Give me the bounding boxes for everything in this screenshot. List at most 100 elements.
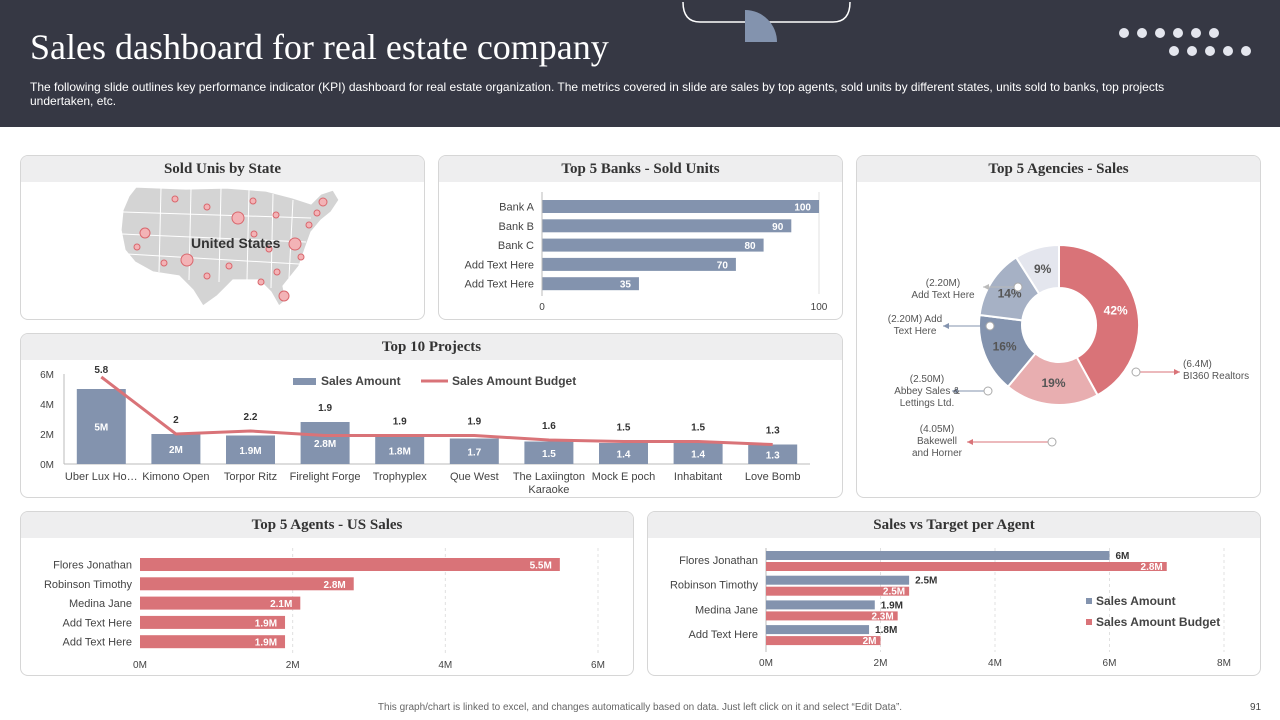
projects-sales-label: 1.3 bbox=[766, 450, 780, 461]
agents-value-label: 1.9M bbox=[255, 638, 277, 649]
target-sales-bar bbox=[766, 600, 875, 610]
projects-category-label: Trophyplex bbox=[373, 471, 428, 483]
donut-callout-label: Bakewell bbox=[917, 436, 957, 447]
banks-value-label: 70 bbox=[717, 260, 729, 271]
map-country-label: United States bbox=[191, 235, 281, 251]
donut-callout-arrow bbox=[1174, 369, 1180, 375]
projects-sales-label: 1.8M bbox=[389, 447, 411, 458]
donut-callout-label: Add Text Here bbox=[911, 290, 975, 301]
projects-budget-label: 5.8 bbox=[94, 365, 108, 376]
projects-legend-label: Sales Amount bbox=[321, 374, 401, 388]
target-tick-label: 4M bbox=[988, 658, 1002, 669]
projects-sales-label: 1.9M bbox=[239, 446, 261, 457]
projects-budget-line bbox=[100, 375, 773, 446]
target-legend-label: Sales Amount Budget bbox=[1096, 615, 1220, 629]
banks-chart: Bank A 100 Bank B 90 Bank C 80 Add Text Here 70… bbox=[464, 192, 828, 313]
donut-pct-label: 9% bbox=[1034, 262, 1052, 276]
projects-category-label: Love Bomb bbox=[745, 471, 801, 483]
agents-bar bbox=[140, 596, 301, 610]
banks-category-label: Bank B bbox=[499, 221, 534, 233]
projects-budget-label: 1.3 bbox=[766, 426, 780, 437]
map-panel-title: Sold Unis by State bbox=[21, 156, 424, 182]
donut-callout-arrow bbox=[952, 388, 958, 394]
donut-slice bbox=[1058, 243, 1140, 397]
projects-sales-bar bbox=[748, 444, 798, 464]
donut-callout-label: BI360 Realtors bbox=[1183, 371, 1249, 382]
projects-category-label: Mock E poch bbox=[592, 471, 656, 483]
banks-bar bbox=[542, 277, 639, 291]
target-budget-bar bbox=[766, 562, 1167, 571]
map-markers bbox=[133, 195, 328, 302]
projects-sales-label: 1.5 bbox=[542, 449, 556, 460]
donut-callout-label: (6.4M) bbox=[1183, 359, 1212, 370]
agents-bar bbox=[140, 558, 560, 571]
header-decoration bbox=[682, 1, 1251, 56]
projects-category-label: Uber Lux Ho… bbox=[65, 471, 138, 483]
target-budget-label: 2.5M bbox=[883, 587, 905, 598]
projects-sales-label: 1.4 bbox=[691, 450, 705, 461]
projects-tick-label: 6M bbox=[40, 370, 54, 381]
donut-callout-dot bbox=[1131, 367, 1141, 377]
projects-category-label: Torpor Ritz bbox=[224, 471, 277, 483]
agents-bar bbox=[140, 635, 286, 649]
projects-budget-label: 2 bbox=[173, 415, 179, 426]
agents-value-label: 2.1M bbox=[270, 599, 292, 610]
target-category-label: Add Text Here bbox=[688, 629, 758, 641]
donut-callout-dot bbox=[1013, 282, 1023, 292]
agents-panel: Top 5 Agents - US Sales 0M 2M 4M 6M Flores J… bbox=[20, 511, 634, 676]
donut-callout-label: (4.05M) bbox=[920, 424, 954, 435]
donut-pct-label: 19% bbox=[1041, 376, 1065, 390]
target-sales-label: 6M bbox=[1116, 551, 1130, 562]
projects-legend-label: Sales Amount Budget bbox=[452, 374, 576, 388]
donut-callout-dot bbox=[1047, 437, 1057, 447]
agents-value-label: 5.5M bbox=[530, 561, 552, 572]
banks-category-label: Bank C bbox=[498, 240, 534, 252]
projects-category-label: Inhabitant bbox=[674, 471, 722, 483]
target-budget-bar bbox=[766, 586, 910, 596]
us-map: United States bbox=[120, 186, 340, 307]
projects-category-label: Que West bbox=[450, 471, 499, 483]
donut-pct-label: 16% bbox=[993, 340, 1017, 354]
target-budget-label: 2.8M bbox=[1141, 562, 1163, 573]
target-category-label: Medina Jane bbox=[695, 604, 758, 616]
projects-budget-label: 1.6 bbox=[542, 421, 556, 432]
projects-sales-bar bbox=[151, 434, 201, 464]
projects-sales-label: 5M bbox=[94, 423, 108, 434]
projects-sales-bar bbox=[599, 443, 648, 464]
projects-sales-bar bbox=[76, 389, 126, 464]
target-chart: 0M 2M 4M 6M 8M Flores Jonathan 6M 2.8M Robinson … bbox=[670, 548, 1231, 669]
agencies-panel-title: Top 5 Agencies - Sales bbox=[857, 156, 1260, 182]
projects-category-label: Firelight Forge bbox=[290, 471, 361, 483]
agents-category-label: Add Text Here bbox=[62, 617, 132, 629]
projects-category-label: Kimono Open bbox=[142, 471, 209, 483]
projects-budget-label: 1.9 bbox=[467, 417, 481, 428]
banks-panel: Top 5 Banks - Sold Units Bank A 100 Bank B… bbox=[438, 155, 843, 320]
header-quarter-circle-shape bbox=[745, 10, 777, 42]
projects-category-label: The Laxiington bbox=[513, 471, 585, 483]
banks-value-label: 80 bbox=[744, 241, 756, 252]
target-budget-label: 2.3M bbox=[871, 611, 893, 622]
agents-category-label: Medina Jane bbox=[69, 598, 132, 610]
projects-tick-label: 4M bbox=[40, 400, 54, 411]
target-budget-label: 2M bbox=[863, 636, 877, 647]
target-tick-label: 2M bbox=[874, 658, 888, 669]
agents-bar bbox=[140, 615, 286, 629]
projects-panel: Top 10 Projects 0M 2M 4M 6M 5M Uber Lux Ho… 2M… bbox=[20, 333, 843, 498]
donut-callout-dot bbox=[983, 386, 993, 396]
banks-panel-title: Top 5 Banks - Sold Units bbox=[439, 156, 842, 182]
agents-tick-label: 2M bbox=[286, 660, 300, 671]
page-number: 91 bbox=[1250, 702, 1262, 713]
donut-callout-label: Lettings Ltd. bbox=[900, 398, 954, 409]
agents-category-label: Add Text Here bbox=[62, 637, 132, 649]
header-bar: Sales dashboard for real estate company … bbox=[0, 0, 1280, 127]
donut-callout-label: Text Here bbox=[894, 326, 937, 337]
banks-tick-label: 100 bbox=[811, 302, 828, 313]
agents-tick-label: 6M bbox=[591, 660, 605, 671]
target-legend-label: Sales Amount bbox=[1096, 594, 1176, 608]
target-tick-label: 0M bbox=[759, 658, 773, 669]
projects-budget-label: 2.2 bbox=[244, 412, 258, 423]
projects-tick-label: 0M bbox=[40, 460, 54, 471]
target-sales-label: 2.5M bbox=[915, 576, 937, 587]
banks-bar bbox=[542, 257, 736, 271]
page-title: Sales dashboard for real estate company bbox=[30, 27, 609, 67]
